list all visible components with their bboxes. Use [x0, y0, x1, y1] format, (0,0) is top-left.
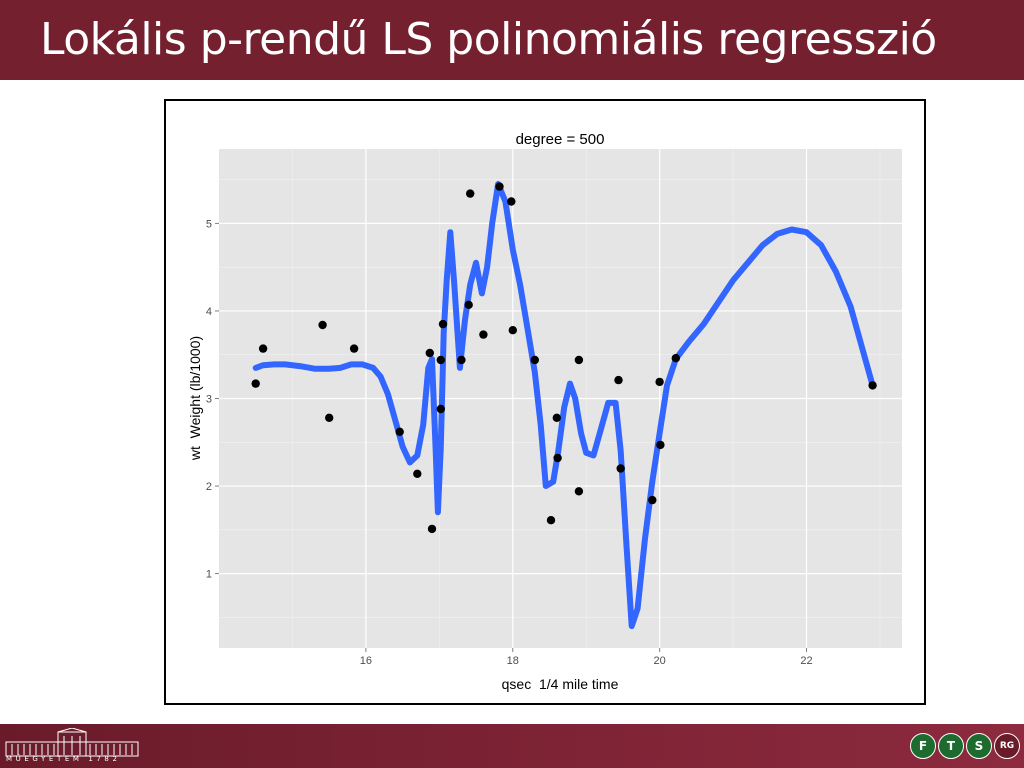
data-point — [464, 300, 473, 309]
axis-ticks: 16 18 20 22 1 2 3 4 5 — [206, 218, 813, 667]
x-tick-label: 16 — [360, 655, 372, 667]
y-axis-label: wt Weight (lb/1000) — [187, 336, 203, 461]
data-points — [251, 182, 877, 534]
y-tick-label: 5 — [206, 218, 212, 230]
data-point — [436, 355, 445, 365]
x-tick-label: 20 — [654, 655, 666, 667]
data-point — [495, 182, 504, 191]
data-point — [318, 320, 327, 330]
slide-header: Lokális p-rendű LS polinomiális regressz… — [0, 0, 1024, 80]
data-point — [438, 319, 448, 329]
data-point — [553, 453, 562, 463]
fit-line — [252, 181, 876, 630]
data-point — [656, 440, 665, 450]
regression-chart: 16 18 20 22 1 2 3 4 5 degree = 500 qsec 1/4 mile… — [187, 131, 902, 692]
y-tick-label: 3 — [206, 394, 212, 406]
data-point — [325, 413, 334, 422]
data-point — [395, 427, 404, 436]
data-point — [413, 469, 422, 478]
data-point — [614, 375, 623, 385]
slide-title: Lokális p-rendű LS polinomiális regressz… — [40, 14, 937, 65]
data-point — [574, 487, 584, 496]
data-point — [648, 495, 657, 505]
university-building-icon — [5, 728, 139, 757]
grid-lines — [219, 149, 902, 648]
data-point — [530, 355, 539, 365]
data-point — [258, 344, 268, 353]
ftsrg-logos: F T S RG — [910, 733, 1020, 759]
slide-footer: MŰEGYETEM 1782 F T S RG — [0, 724, 1024, 768]
rg-logo-icon: RG — [994, 733, 1020, 759]
data-point — [508, 326, 517, 335]
data-point — [546, 516, 556, 525]
t-logo-icon: T — [938, 733, 964, 759]
x-tick-label: 22 — [800, 655, 812, 667]
data-point — [616, 464, 625, 473]
data-point — [479, 330, 488, 339]
y-tick-label: 4 — [206, 306, 212, 318]
x-tick-label: 18 — [507, 655, 519, 667]
data-point — [671, 354, 680, 363]
data-point — [655, 377, 664, 387]
data-point — [457, 355, 466, 365]
data-point — [427, 524, 437, 534]
data-point — [466, 189, 475, 198]
data-point — [868, 381, 877, 390]
data-point — [251, 379, 260, 388]
chart-title: degree = 500 — [516, 131, 605, 148]
fit-curve-group — [252, 181, 876, 630]
y-tick-label: 1 — [206, 569, 212, 581]
chart-frame: 16 18 20 22 1 2 3 4 5 degree = 500 qsec 1/4 mile… — [164, 99, 926, 705]
data-point — [552, 413, 561, 422]
university-text: MŰEGYETEM 1782 — [6, 755, 121, 763]
data-point — [349, 344, 359, 353]
data-point — [507, 197, 516, 206]
y-tick-label: 2 — [206, 481, 212, 493]
data-point — [436, 404, 445, 414]
x-axis-label: qsec 1/4 mile time — [502, 676, 619, 692]
data-point — [574, 355, 584, 365]
s-logo-icon: S — [966, 733, 992, 759]
data-point — [425, 348, 434, 358]
f-logo-icon: F — [910, 733, 936, 759]
